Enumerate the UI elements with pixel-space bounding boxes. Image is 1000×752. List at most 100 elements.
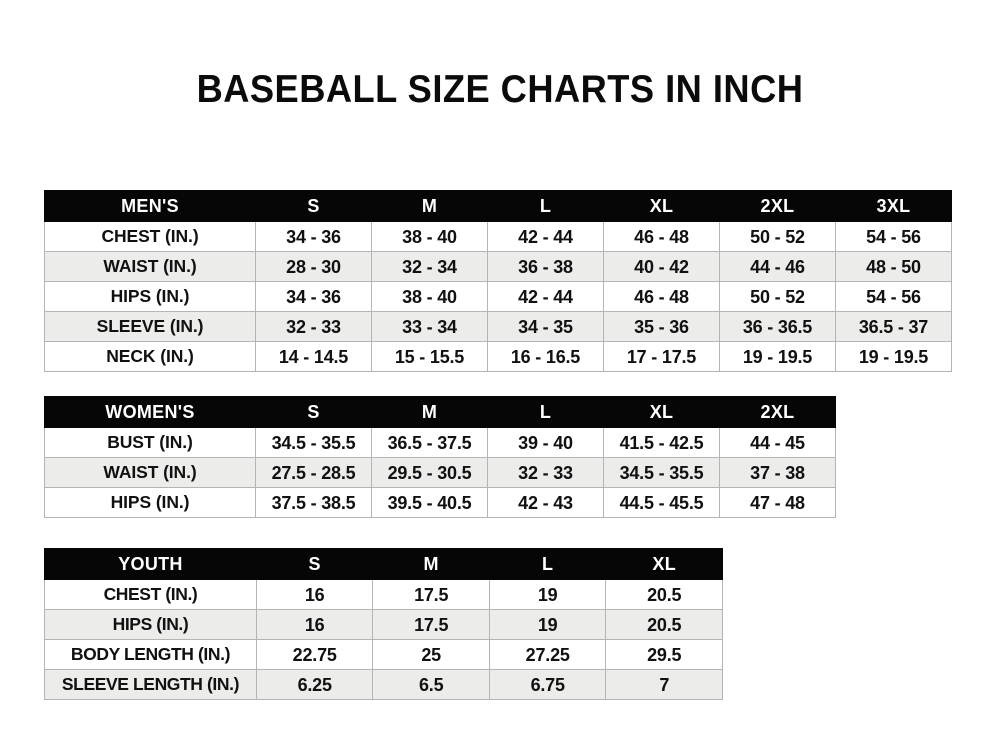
measurement-label: HIPS (IN.): [44, 487, 256, 518]
measurement-value: 37 - 38: [719, 457, 836, 488]
measurement-value: 6.75: [488, 669, 607, 700]
measurement-value: 15 - 15.5: [371, 341, 488, 372]
measurement-value: 35 - 36: [603, 311, 720, 342]
measurement-value: 6.25: [255, 669, 374, 700]
measurement-value: 34 - 36: [255, 221, 372, 252]
measurement-value: 33 - 34: [371, 311, 488, 342]
measurement-value: 36.5 - 37: [835, 311, 952, 342]
measurement-value: 50 - 52: [719, 221, 836, 252]
measurement-label: HIPS (IN.): [44, 609, 257, 640]
measurement-label: NECK (IN.): [44, 341, 256, 372]
measurement-value: 25: [372, 639, 490, 670]
table-header-row: YOUTH S M L XL: [44, 548, 723, 580]
measurement-value: 19 - 19.5: [835, 341, 952, 372]
measurement-value: 29.5 - 30.5: [371, 457, 488, 488]
measurement-value: 20.5: [605, 609, 723, 640]
measurement-value: 32 - 34: [371, 251, 488, 282]
table-header-row: MEN'S S M L XL 2XL 3XL: [44, 190, 952, 222]
size-header-l: L: [487, 396, 604, 428]
table-row: SLEEVE (IN.) 32 - 33 33 - 34 34 - 35 35 - 36…: [44, 311, 952, 342]
measurement-value: 7: [605, 669, 723, 700]
measurement-value: 48 - 50: [835, 251, 952, 282]
measurement-value: 44 - 45: [719, 427, 836, 458]
size-header-s: S: [255, 396, 372, 428]
measurement-value: 28 - 30: [255, 251, 372, 282]
size-header-l: L: [487, 190, 604, 222]
size-header-s: S: [255, 548, 374, 580]
measurement-value: 19: [488, 579, 607, 610]
measurement-value: 46 - 48: [603, 281, 720, 312]
category-header-youth: YOUTH: [44, 548, 257, 580]
size-header-m: M: [371, 190, 488, 222]
measurement-label: BUST (IN.): [44, 427, 256, 458]
measurement-label: WAIST (IN.): [44, 251, 256, 282]
table-row: HIPS (IN.) 16 17.5 19 20.5: [44, 609, 723, 640]
measurement-value: 47 - 48: [719, 487, 836, 518]
measurement-value: 42 - 44: [487, 221, 604, 252]
page-title: BASEBALL SIZE CHARTS IN INCH: [196, 68, 804, 111]
measurement-value: 19: [488, 609, 607, 640]
measurement-label: HIPS (IN.): [44, 281, 256, 312]
measurement-value: 42 - 43: [487, 487, 604, 518]
measurement-value: 36.5 - 37.5: [371, 427, 488, 458]
table-header-row: WOMEN'S S M L XL 2XL: [44, 396, 836, 428]
measurement-value: 54 - 56: [835, 221, 952, 252]
measurement-value: 20.5: [605, 579, 723, 610]
size-header-2xl: 2XL: [719, 396, 836, 428]
measurement-value: 34.5 - 35.5: [255, 427, 372, 458]
measurement-value: 17.5: [372, 609, 490, 640]
table-row: HIPS (IN.) 37.5 - 38.5 39.5 - 40.5 42 - 43 4…: [44, 487, 836, 518]
measurement-value: 46 - 48: [603, 221, 720, 252]
measurement-label: WAIST (IN.): [44, 457, 256, 488]
womens-size-table: WOMEN'S S M L XL 2XL BUST (IN.) 34.5 - 35.5 36.5…: [44, 396, 836, 518]
measurement-value: 14 - 14.5: [255, 341, 372, 372]
size-header-xl: XL: [605, 548, 723, 580]
measurement-label: BODY LENGTH (IN.): [44, 639, 257, 670]
category-header-mens: MEN'S: [44, 190, 256, 222]
measurement-label: CHEST (IN.): [44, 579, 257, 610]
measurement-value: 34 - 36: [255, 281, 372, 312]
measurement-value: 42 - 44: [487, 281, 604, 312]
measurement-value: 39 - 40: [487, 427, 604, 458]
size-header-l: L: [488, 548, 607, 580]
measurement-value: 38 - 40: [371, 281, 488, 312]
size-header-m: M: [372, 548, 490, 580]
size-header-xl: XL: [603, 396, 720, 428]
measurement-value: 34 - 35: [487, 311, 604, 342]
measurement-value: 27.5 - 28.5: [255, 457, 372, 488]
size-header-m: M: [371, 396, 488, 428]
measurement-value: 32 - 33: [255, 311, 372, 342]
measurement-value: 19 - 19.5: [719, 341, 836, 372]
measurement-value: 22.75: [255, 639, 374, 670]
table-row: NECK (IN.) 14 - 14.5 15 - 15.5 16 - 16.5 17 …: [44, 341, 952, 372]
table-row: HIPS (IN.) 34 - 36 38 - 40 42 - 44 46 - 48 50…: [44, 281, 952, 312]
measurement-value: 37.5 - 38.5: [255, 487, 372, 518]
measurement-value: 34.5 - 35.5: [603, 457, 720, 488]
measurement-value: 16: [255, 579, 374, 610]
table-row: CHEST (IN.) 34 - 36 38 - 40 42 - 44 46 - 48 5…: [44, 221, 952, 252]
category-header-womens: WOMEN'S: [44, 396, 256, 428]
measurement-label: CHEST (IN.): [44, 221, 256, 252]
table-row: WAIST (IN.) 27.5 - 28.5 29.5 - 30.5 32 - 33…: [44, 457, 836, 488]
measurement-value: 38 - 40: [371, 221, 488, 252]
measurement-value: 32 - 33: [487, 457, 604, 488]
youth-size-table: YOUTH S M L XL CHEST (IN.) 16 17.5 19 20.5 HIPS (I…: [44, 548, 723, 700]
measurement-value: 6.5: [372, 669, 490, 700]
measurement-value: 17.5: [372, 579, 490, 610]
size-header-s: S: [255, 190, 372, 222]
measurement-value: 41.5 - 42.5: [603, 427, 720, 458]
measurement-value: 29.5: [605, 639, 723, 670]
measurement-value: 27.25: [488, 639, 607, 670]
mens-size-table: MEN'S S M L XL 2XL 3XL CHEST (IN.) 34 - 36 38 - 4…: [44, 190, 952, 372]
size-header-3xl: 3XL: [835, 190, 952, 222]
measurement-value: 54 - 56: [835, 281, 952, 312]
measurement-label: SLEEVE LENGTH (IN.): [44, 669, 257, 700]
measurement-value: 36 - 36.5: [719, 311, 836, 342]
table-row: BODY LENGTH (IN.) 22.75 25 27.25 29.5: [44, 639, 723, 670]
table-row: CHEST (IN.) 16 17.5 19 20.5: [44, 579, 723, 610]
measurement-value: 39.5 - 40.5: [371, 487, 488, 518]
measurement-value: 44.5 - 45.5: [603, 487, 720, 518]
size-header-2xl: 2XL: [719, 190, 836, 222]
measurement-value: 36 - 38: [487, 251, 604, 282]
